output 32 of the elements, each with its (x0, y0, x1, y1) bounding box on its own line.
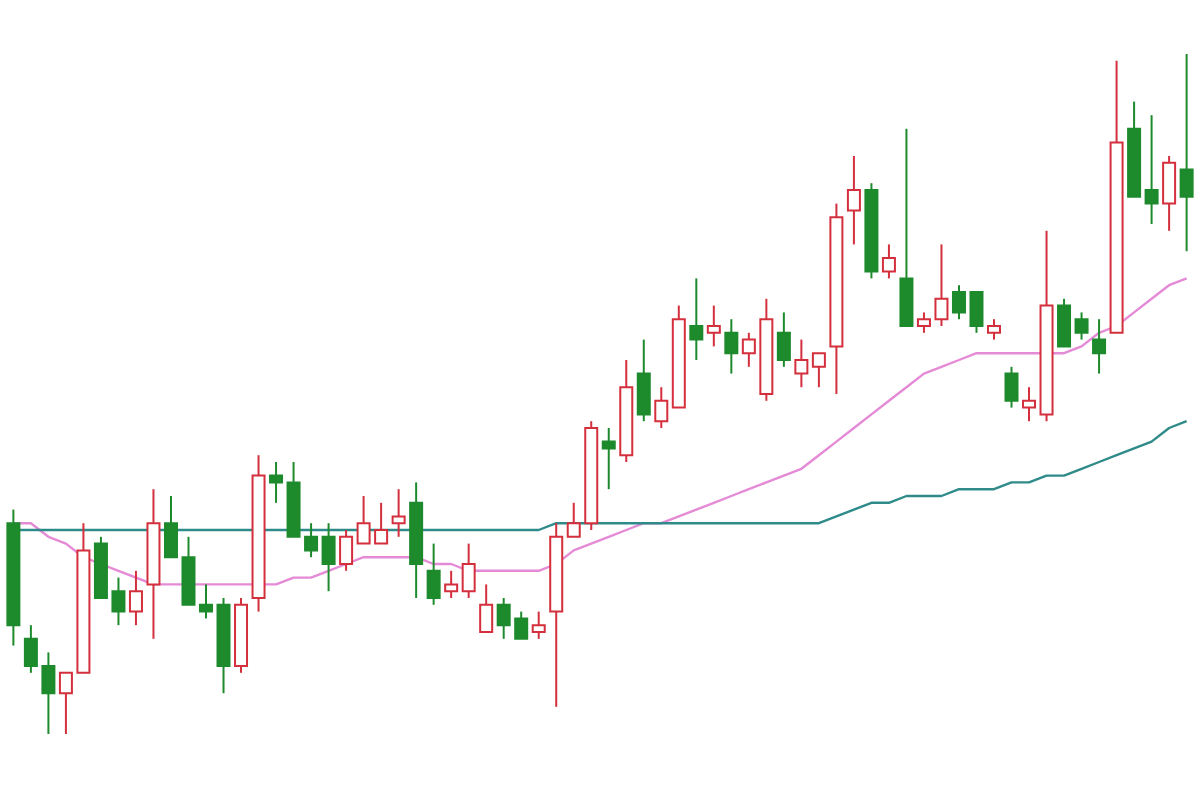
candlestick (776, 311, 791, 368)
candlestick (1057, 297, 1072, 348)
candlestick (689, 277, 704, 361)
candlestick (706, 304, 721, 348)
candlestick (1179, 53, 1194, 253)
candlestick (391, 488, 406, 538)
candlestick (339, 529, 354, 572)
candlestick (811, 352, 826, 389)
candlestick (426, 542, 441, 606)
candlestick (444, 569, 459, 599)
candlestick (1144, 114, 1159, 225)
candlestick (321, 522, 336, 593)
candlestick (1022, 386, 1037, 423)
candlestick (1074, 311, 1089, 341)
candlestick (724, 318, 739, 375)
candlestick (881, 243, 896, 280)
candlestick (987, 318, 1001, 341)
candlestick (1004, 365, 1019, 409)
candlestick (654, 386, 669, 429)
candlestick (899, 127, 914, 327)
candlestick (199, 583, 213, 620)
candlestick (531, 610, 546, 640)
candlestick (1162, 155, 1177, 232)
candlestick (128, 569, 143, 627)
candlestick (461, 542, 476, 599)
candlestick (479, 583, 494, 633)
candlestick (846, 155, 861, 246)
candlestick (269, 461, 284, 504)
candlestick (1092, 318, 1107, 375)
candlestick (601, 427, 616, 491)
candlestick (636, 338, 651, 423)
candlestick (794, 338, 809, 389)
